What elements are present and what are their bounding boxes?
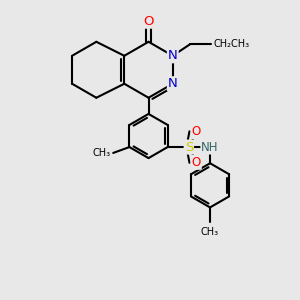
Text: N: N — [168, 77, 178, 90]
Text: CH₃: CH₃ — [93, 148, 111, 158]
Text: O: O — [192, 125, 201, 138]
Text: S: S — [185, 141, 193, 154]
Text: O: O — [143, 15, 154, 28]
Text: CH₃: CH₃ — [201, 226, 219, 237]
Text: N: N — [168, 49, 178, 62]
Text: CH₂CH₃: CH₂CH₃ — [213, 39, 250, 49]
Text: NH: NH — [201, 141, 219, 154]
Text: O: O — [192, 156, 201, 169]
